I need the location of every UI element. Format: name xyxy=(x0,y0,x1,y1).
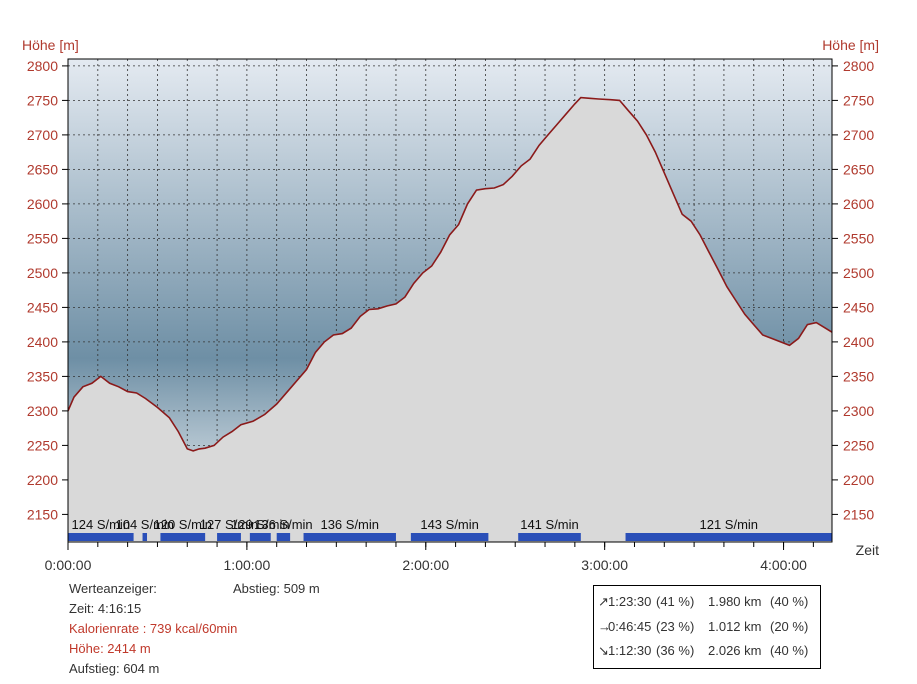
cadence-label: 124 S/min xyxy=(72,517,131,532)
aufstieg-value: Aufstieg: 604 m xyxy=(69,661,160,676)
summary-time: 1:23:30 xyxy=(608,594,652,609)
hoehe-value: Höhe: 2414 m xyxy=(69,641,151,656)
y-tick-label-left: 2350 xyxy=(27,368,58,384)
cadence-label: 120 S/min xyxy=(154,517,213,532)
y-tick-label-right: 2500 xyxy=(843,265,874,281)
y-tick-label-right: 2550 xyxy=(843,230,874,246)
y-tick-label-right: 2450 xyxy=(843,299,874,315)
y-axis-title-left: Höhe [m] xyxy=(22,37,79,53)
cadence-bar xyxy=(142,533,148,541)
y-tick-label-left: 2650 xyxy=(27,161,58,177)
x-tick-label: 3:00:00 xyxy=(581,557,628,573)
cadence-bar xyxy=(249,533,271,541)
summary-distance-pct: (20 %) xyxy=(770,619,809,634)
summary-time-pct: (41 %) xyxy=(656,594,695,609)
cadence-label: 136 S/min xyxy=(254,517,313,532)
flat-icon: → xyxy=(598,619,611,634)
y-tick-label-left: 2800 xyxy=(27,58,58,74)
y-tick-label-left: 2300 xyxy=(27,403,58,419)
downhill-icon: ↘ xyxy=(598,643,609,658)
elevation-area xyxy=(68,97,832,542)
cadence-bar xyxy=(160,533,206,541)
summary-distance-pct: (40 %) xyxy=(770,643,809,658)
y-axis-title-right: Höhe [m] xyxy=(822,37,879,53)
x-tick-label: 4:00:00 xyxy=(760,557,807,573)
y-tick-label-right: 2600 xyxy=(843,196,874,212)
cadence-bar xyxy=(276,533,291,541)
y-tick-label-right: 2300 xyxy=(843,403,874,419)
y-tick-label-right: 2800 xyxy=(843,58,874,74)
uphill-icon: ↗ xyxy=(598,594,609,609)
cadence-bar xyxy=(217,533,241,541)
plot-frame xyxy=(67,58,833,543)
cadence-label: 141 S/min xyxy=(520,517,579,532)
y-tick-label-left: 2750 xyxy=(27,92,58,108)
y-tick-label-left: 2550 xyxy=(27,230,58,246)
cadence-bar xyxy=(518,533,581,541)
summary-distance-pct: (40 %) xyxy=(770,594,809,609)
y-tick-label-left: 2500 xyxy=(27,265,58,281)
y-tick-label-left: 2400 xyxy=(27,334,58,350)
y-tick-label-right: 2700 xyxy=(843,127,874,143)
x-tick-label: 1:00:00 xyxy=(224,557,271,573)
cadence-label: 136 S/min xyxy=(320,517,379,532)
summary-distance: 1.980 km xyxy=(708,594,762,609)
elevation-line xyxy=(68,96,832,452)
zeit-value: Zeit: 4:16:15 xyxy=(69,601,142,616)
summary-box: ↗ 1:23:30 (41 %) 1.980 km (40 %) → 0:46:… xyxy=(593,585,821,669)
werteanzeiger-label: Werteanzeiger: xyxy=(69,581,157,596)
summary-distance: 1.012 km xyxy=(708,619,762,634)
y-tick-label-right: 2200 xyxy=(843,472,874,488)
y-tick-label-left: 2250 xyxy=(27,437,58,453)
y-tick-label-right: 2350 xyxy=(843,368,874,384)
cadence-label: 143 S/min xyxy=(420,517,479,532)
x-tick-label: 0:00:00 xyxy=(45,557,92,573)
y-tick-label-left: 2200 xyxy=(27,472,58,488)
summary-time: 0:46:45 xyxy=(608,619,652,634)
summary-time: 1:12:30 xyxy=(608,643,652,658)
cadence-label: 121 S/min xyxy=(699,517,758,532)
cadence-bar xyxy=(625,533,832,541)
summary-time-pct: (36 %) xyxy=(656,643,695,658)
x-axis-title: Zeit xyxy=(856,542,879,558)
cadence-label: 129 S/min xyxy=(231,517,290,532)
abstieg-value: Abstieg: 509 m xyxy=(233,581,320,596)
y-tick-label-left: 2700 xyxy=(27,127,58,143)
cadence-bar xyxy=(410,533,489,541)
kalorienrate-value: Kalorienrate : 739 kcal/60min xyxy=(69,621,238,636)
y-tick-label-right: 2650 xyxy=(843,161,874,177)
y-tick-label-right: 2400 xyxy=(843,334,874,350)
y-tick-label-right: 2750 xyxy=(843,92,874,108)
summary-distance: 2.026 km xyxy=(708,643,762,658)
x-tick-label: 2:00:00 xyxy=(402,557,449,573)
y-tick-label-left: 2450 xyxy=(27,299,58,315)
cadence-label: 127 S/min xyxy=(200,517,259,532)
y-tick-label-left: 2150 xyxy=(27,506,58,522)
y-tick-label-right: 2250 xyxy=(843,437,874,453)
summary-time-pct: (23 %) xyxy=(656,619,695,634)
cadence-bar xyxy=(68,533,134,541)
cadence-bar xyxy=(303,533,396,541)
y-tick-label-left: 2600 xyxy=(27,196,58,212)
y-tick-label-right: 2150 xyxy=(843,506,874,522)
cadence-label: 104 S/min xyxy=(115,517,174,532)
